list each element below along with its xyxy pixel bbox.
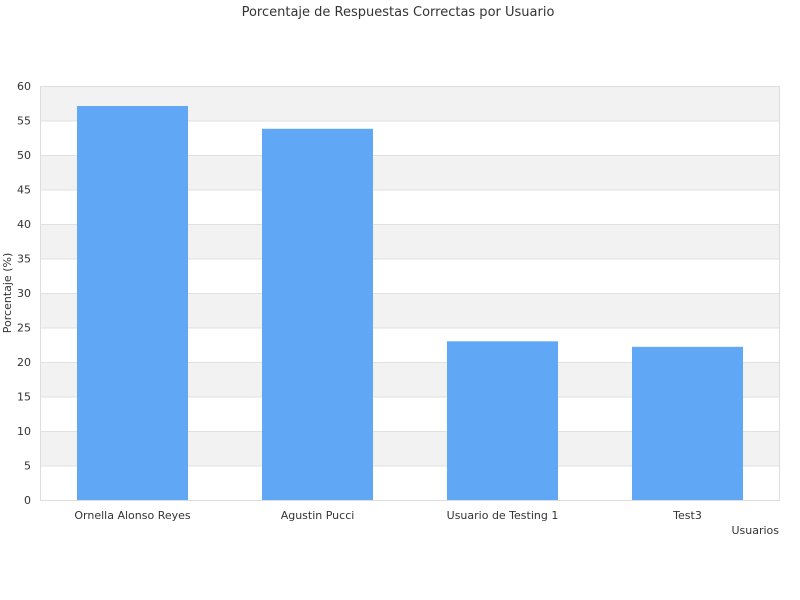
y-tick-label: 20 (17, 356, 31, 369)
x-tick-label: Usuario de Testing 1 (447, 509, 559, 522)
x-tick-label: Test3 (672, 509, 702, 522)
x-tick-labels: Ornella Alonso Reyes Agustin Pucci Usuario… (74, 509, 701, 522)
y-tick-label: 15 (17, 391, 31, 404)
plot-frame (40, 86, 780, 501)
x-tick-label: Ornella Alonso Reyes (74, 509, 191, 522)
bar (262, 128, 373, 500)
y-tick-label: 30 (17, 287, 31, 300)
y-tick-label: 50 (17, 149, 31, 162)
y-tick-label: 40 (17, 218, 31, 231)
chart-title: Porcentaje de Respuestas Correctas por U… (242, 5, 555, 20)
x-axis-label: Usuarios (731, 524, 779, 537)
y-axis-label: Porcentaje (%) (1, 253, 14, 333)
y-tick-label: 25 (17, 322, 31, 335)
y-tick-label: 10 (17, 425, 31, 438)
bar (77, 106, 188, 500)
y-tick-label: 55 (17, 115, 31, 128)
y-tick-label: 60 (17, 80, 31, 93)
y-tick-label: 0 (24, 494, 31, 507)
y-tick-label: 5 (24, 460, 31, 473)
y-tick-label: 45 (17, 184, 31, 197)
bars (77, 106, 743, 500)
bar (632, 346, 743, 500)
bar (447, 341, 558, 500)
x-tick-label: Agustin Pucci (281, 509, 355, 522)
y-tick-labels: 0 5 10 15 20 25 30 35 40 45 50 55 60 (17, 80, 31, 507)
y-tick-label: 35 (17, 253, 31, 266)
